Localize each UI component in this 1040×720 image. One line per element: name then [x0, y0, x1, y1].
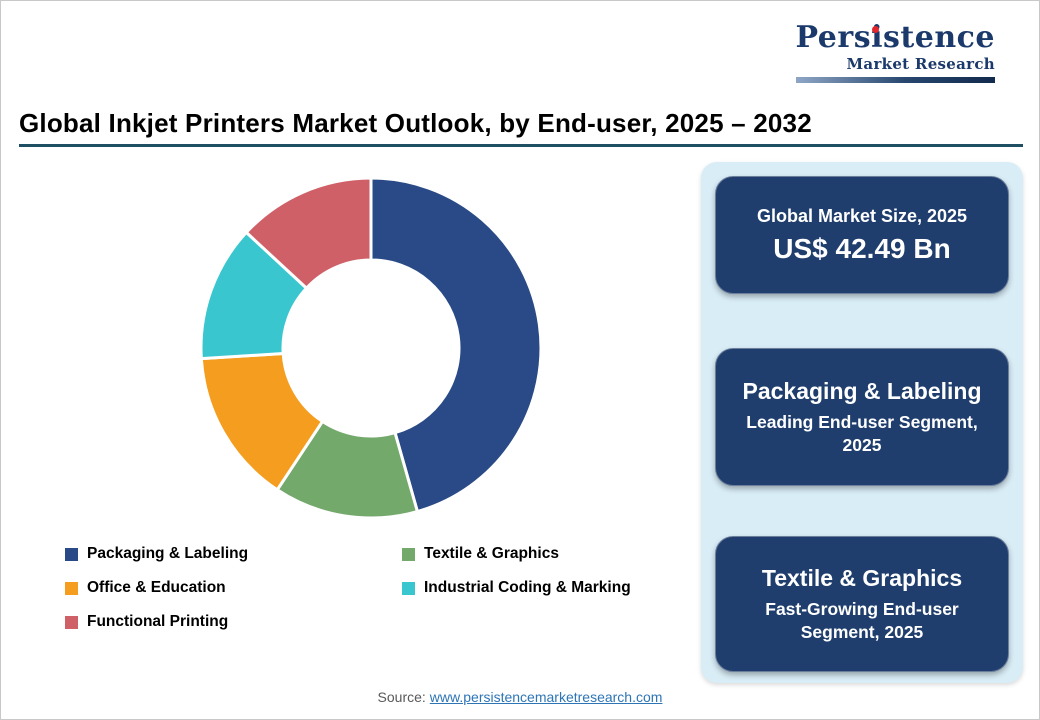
legend-label: Packaging & Labeling [87, 545, 249, 562]
legend-item-functional-printing: Functional Printing [65, 613, 402, 631]
card-label: Global Market Size, 2025 [756, 205, 968, 226]
logo-wordmark-pre: Pers [795, 20, 872, 55]
source-line: Source: www.persistencemarketresearch.com [1, 689, 1039, 705]
card-global-market-size: Global Market Size, 2025 US$ 42.49 Bn [715, 176, 1009, 294]
legend-label: Office & Education [87, 579, 226, 596]
legend-swatch [65, 615, 78, 629]
card-segment-desc: Fast-Growing End-user Segment, 2025 [765, 599, 959, 642]
logo-wordmark: Persistence [796, 23, 995, 53]
logo-gradient-bar [795, 77, 995, 83]
legend-item-packaging-labeling: Packaging & Labeling [65, 545, 402, 563]
logo-red-dot-i: i [871, 20, 883, 55]
legend-item-office-education: Office & Education [65, 579, 402, 597]
donut-segment-4 [244, 176, 373, 290]
logo-subtitle: Market Research [846, 55, 995, 73]
donut-chart [199, 176, 543, 520]
legend-swatch [402, 547, 415, 561]
legend-label: Textile & Graphics [424, 545, 559, 562]
card-leading-segment: Packaging & Labeling Leading End-user Se… [715, 348, 1009, 486]
legend-swatch [65, 547, 78, 561]
card-segment-desc: Leading End-user Segment, 2025 [746, 412, 978, 455]
legend-item-industrial-coding-marking: Industrial Coding & Marking [402, 579, 631, 597]
logo-wordmark-post: stence [883, 20, 995, 55]
source-link[interactable]: www.persistencemarketresearch.com [429, 689, 663, 705]
highlights-panel: Global Market Size, 2025 US$ 42.49 Bn Pa… [701, 162, 1023, 683]
company-logo: Persistence Market Research [795, 23, 995, 83]
card-fast-growing-segment: Textile & Graphics Fast-Growing End-user… [715, 536, 1009, 672]
legend-swatch [402, 581, 415, 595]
legend-item-textile-graphics: Textile & Graphics [402, 545, 631, 563]
card-segment-name: Packaging & Labeling [742, 378, 982, 405]
legend-label: Industrial Coding & Marking [424, 579, 631, 596]
legend-label: Functional Printing [87, 613, 229, 630]
source-label: Source: [377, 689, 426, 705]
card-segment-name: Textile & Graphics [761, 565, 963, 592]
chart-legend: Packaging & Labeling Textile & Graphics … [65, 545, 631, 631]
legend-swatch [65, 581, 78, 595]
donut-segment-0 [369, 176, 543, 514]
card-value: US$ 42.49 Bn [773, 232, 951, 264]
page-title: Global Inkjet Printers Market Outlook, b… [19, 108, 812, 138]
title-underline [19, 144, 1023, 147]
